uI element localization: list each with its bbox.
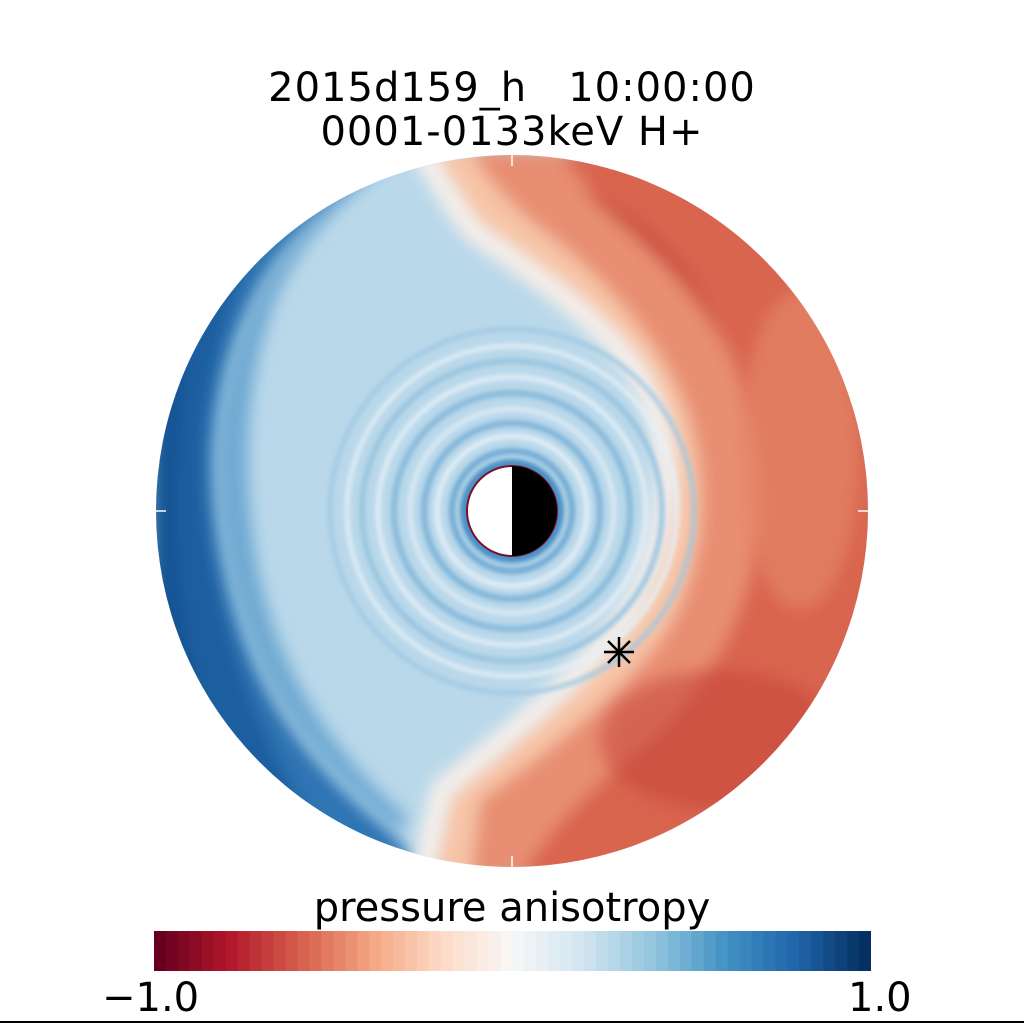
colorbar-step [751, 931, 765, 971]
colorbar-step [213, 931, 227, 971]
colorbar-step [691, 931, 705, 971]
field-ring-structure [328, 327, 696, 695]
colorbar-label: pressure anisotropy [313, 885, 711, 931]
colorbar-step [476, 931, 490, 971]
colorbar-step [452, 931, 466, 971]
colorbar-step [632, 931, 645, 971]
colorbar-step [249, 931, 263, 971]
colorbar-step [297, 931, 310, 971]
colorbar-step [321, 931, 334, 971]
field-dusk-transition [216, 155, 410, 830]
colorbar-step [273, 931, 287, 971]
colorbar-step [381, 931, 394, 971]
colorbar-step [560, 931, 573, 971]
colorbar-step [393, 931, 406, 971]
colorbar-step [237, 931, 251, 971]
colorbar [154, 931, 871, 971]
colorbar-step [428, 931, 442, 971]
chart-title: 2015d159_h 10:00:00 [268, 65, 756, 111]
colorbar-step [596, 931, 609, 971]
bottom-divider [0, 1021, 1024, 1023]
colorbar-step [787, 931, 800, 971]
colorbar-step [715, 931, 729, 971]
colorbar-step [727, 931, 741, 971]
colorbar-step [333, 931, 346, 971]
colorbar-step [177, 931, 191, 971]
colorbar-step [548, 931, 561, 971]
polar-heatmap [155, 155, 869, 867]
chart-subtitle: 0001-0133keV H+ [320, 109, 704, 155]
colorbar-step [763, 931, 776, 971]
colorbar-step [261, 931, 275, 971]
colorbar-step [500, 931, 514, 971]
colorbar-step [739, 931, 753, 971]
colorbar-step [154, 931, 167, 971]
colorbar-step [799, 931, 812, 971]
colorbar-step [620, 931, 633, 971]
colorbar-step [464, 931, 478, 971]
colorbar-step [512, 931, 526, 971]
planet-disk [466, 465, 558, 557]
colorbar-step [440, 931, 454, 971]
colorbar-step [859, 931, 871, 971]
colorbar-step [823, 931, 836, 971]
colorbar-step [608, 931, 621, 971]
colorbar-step [309, 931, 322, 971]
colorbar-step [201, 931, 215, 971]
satellite-marker-icon [604, 637, 634, 667]
colorbar-step [524, 931, 537, 971]
colorbar-step [285, 931, 298, 971]
colorbar-step [189, 931, 203, 971]
colorbar-step [165, 931, 179, 971]
colorbar-step [488, 931, 502, 971]
colorbar-step [847, 931, 860, 971]
colorbar-step [643, 931, 657, 971]
colorbar-step [655, 931, 669, 971]
colorbar-step [536, 931, 549, 971]
colorbar-step [811, 931, 824, 971]
colorbar-min-label: −1.0 [102, 975, 200, 1021]
colorbar-step [679, 931, 693, 971]
colorbar-step [404, 931, 418, 971]
colorbar-step [345, 931, 358, 971]
colorbar-step [775, 931, 788, 971]
colorbar-max-label: 1.0 [848, 975, 912, 1021]
axis-ticks [155, 155, 869, 867]
colorbar-step [667, 931, 681, 971]
colorbar-step [703, 931, 717, 971]
colorbar-step [584, 931, 597, 971]
colorbar-step [369, 931, 382, 971]
colorbar-step [572, 931, 585, 971]
colorbar-step [835, 931, 848, 971]
colorbar-step [225, 931, 239, 971]
colorbar-step [416, 931, 430, 971]
colorbar-step [357, 931, 370, 971]
